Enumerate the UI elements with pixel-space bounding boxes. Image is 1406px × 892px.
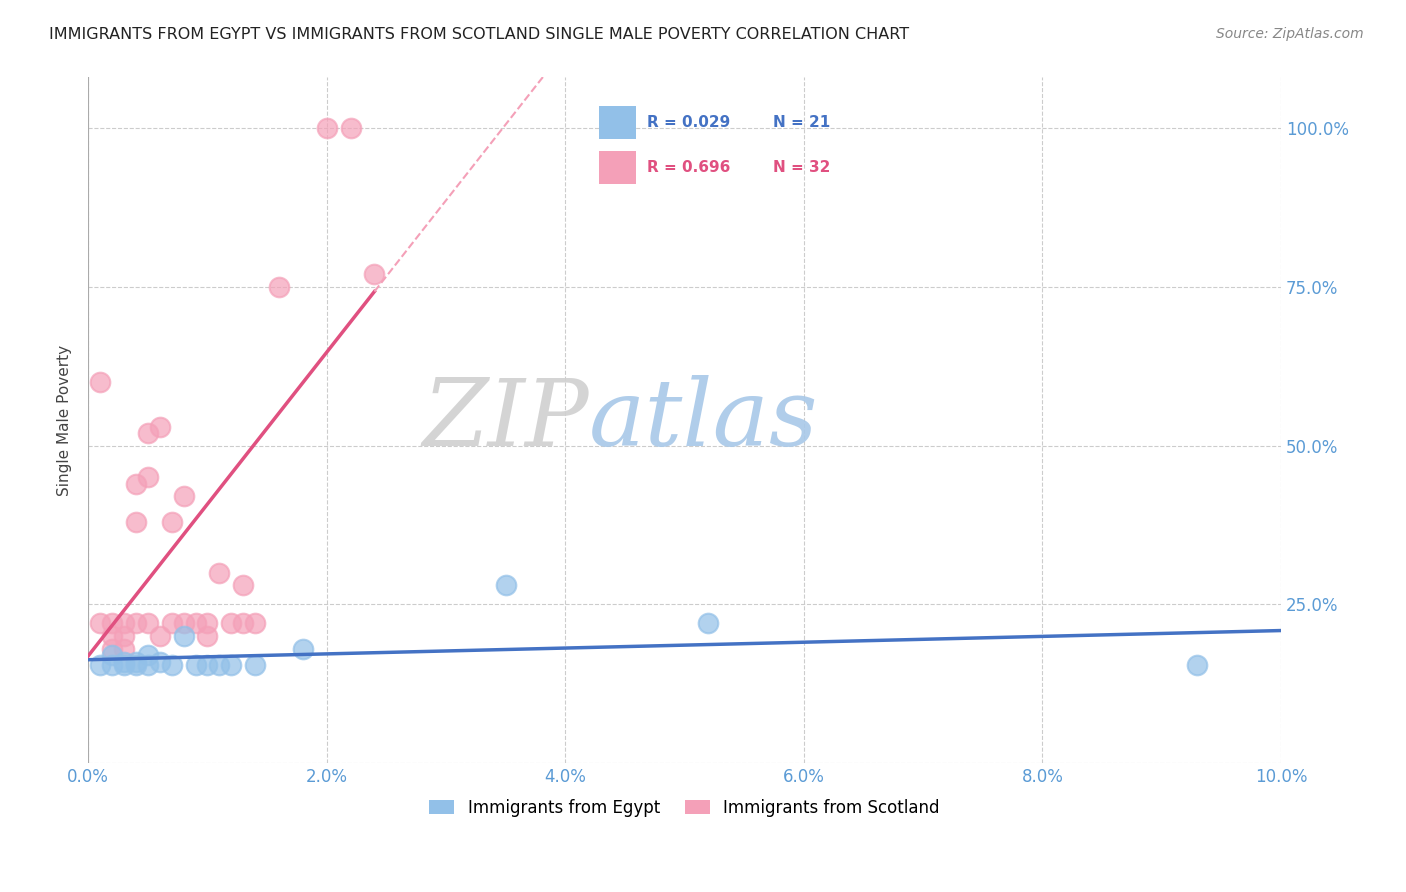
Point bbox=[315, 121, 337, 136]
Point bbox=[136, 425, 159, 440]
Text: R = 0.696: R = 0.696 bbox=[647, 160, 730, 175]
Point bbox=[232, 616, 254, 631]
Point bbox=[184, 616, 207, 631]
Point bbox=[125, 515, 148, 529]
Point bbox=[136, 616, 159, 631]
Text: atlas: atlas bbox=[589, 376, 818, 466]
Bar bbox=[599, 151, 636, 184]
Point bbox=[101, 641, 124, 656]
Point bbox=[112, 655, 135, 669]
Point bbox=[125, 657, 148, 672]
Point bbox=[495, 578, 517, 592]
Point bbox=[173, 616, 195, 631]
Point bbox=[101, 648, 124, 663]
Point bbox=[136, 657, 159, 672]
Point bbox=[243, 657, 266, 672]
Point bbox=[208, 657, 231, 672]
Point bbox=[173, 490, 195, 504]
Point bbox=[1187, 657, 1209, 672]
Point bbox=[89, 375, 111, 389]
Point bbox=[160, 657, 183, 672]
Point bbox=[197, 629, 219, 643]
Point bbox=[149, 419, 172, 434]
Point bbox=[160, 616, 183, 631]
Point bbox=[291, 641, 314, 656]
Point bbox=[125, 476, 148, 491]
Point bbox=[112, 616, 135, 631]
Point bbox=[101, 657, 124, 672]
Y-axis label: Single Male Poverty: Single Male Poverty bbox=[58, 344, 72, 496]
Point bbox=[112, 629, 135, 643]
Point bbox=[136, 470, 159, 484]
Point bbox=[339, 121, 361, 136]
Point bbox=[101, 629, 124, 643]
Text: R = 0.029: R = 0.029 bbox=[647, 115, 730, 130]
Point bbox=[197, 616, 219, 631]
Point bbox=[112, 657, 135, 672]
Point bbox=[136, 648, 159, 663]
Point bbox=[197, 657, 219, 672]
Text: Source: ZipAtlas.com: Source: ZipAtlas.com bbox=[1216, 27, 1364, 41]
Point bbox=[149, 655, 172, 669]
Point bbox=[125, 616, 148, 631]
Text: IMMIGRANTS FROM EGYPT VS IMMIGRANTS FROM SCOTLAND SINGLE MALE POVERTY CORRELATIO: IMMIGRANTS FROM EGYPT VS IMMIGRANTS FROM… bbox=[49, 27, 910, 42]
Point bbox=[232, 578, 254, 592]
Legend: Immigrants from Egypt, Immigrants from Scotland: Immigrants from Egypt, Immigrants from S… bbox=[423, 792, 946, 823]
Point bbox=[221, 657, 243, 672]
Text: ZIP: ZIP bbox=[423, 376, 589, 466]
Point bbox=[89, 657, 111, 672]
Point bbox=[149, 629, 172, 643]
Point bbox=[267, 280, 290, 294]
Point bbox=[173, 629, 195, 643]
Point bbox=[243, 616, 266, 631]
Bar bbox=[599, 106, 636, 139]
Point bbox=[101, 616, 124, 631]
Point bbox=[160, 515, 183, 529]
Point bbox=[112, 641, 135, 656]
Text: N = 32: N = 32 bbox=[773, 160, 831, 175]
Point bbox=[125, 655, 148, 669]
Text: N = 21: N = 21 bbox=[773, 115, 831, 130]
Point bbox=[697, 616, 720, 631]
Point bbox=[208, 566, 231, 580]
Point bbox=[221, 616, 243, 631]
Point bbox=[89, 616, 111, 631]
Point bbox=[184, 657, 207, 672]
Point bbox=[363, 267, 385, 281]
